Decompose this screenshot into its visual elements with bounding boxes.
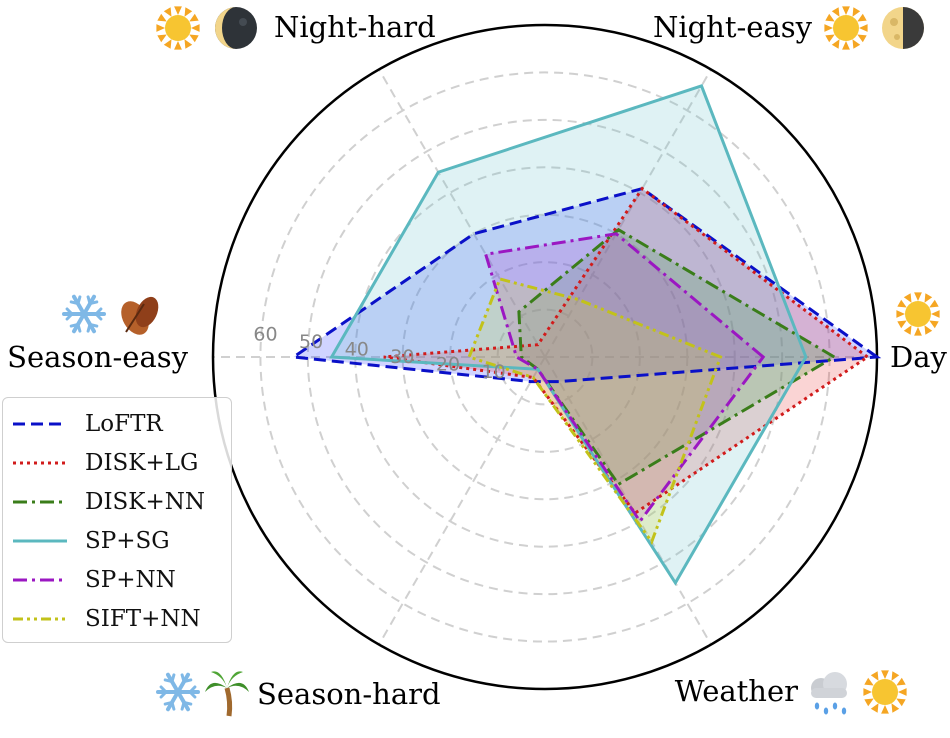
legend-label: SP+SG [85, 527, 170, 554]
snowflake-icon [156, 672, 200, 712]
axis-label-night-easy: Night-easy [653, 10, 813, 44]
legend: LoFTR DISK+LG DISK+NN SP+SG SP+NN SIFT+NN [2, 397, 232, 643]
series-line-disk-lg [383, 186, 871, 516]
series-area-disk-nn [518, 229, 835, 485]
radial-tick-label: 30 [390, 346, 414, 368]
radial-grid [211, 23, 879, 691]
radial-tick-labels: 10 20 30 40 50 60 [253, 324, 505, 383]
series-area-disk-lg [383, 188, 868, 514]
palm-tree-icon [205, 671, 249, 717]
autumn-leaves-icon [121, 296, 159, 335]
legend-label: DISK+NN [85, 488, 205, 515]
series-lines [289, 84, 882, 586]
grid-circle [354, 166, 736, 548]
legend-label: LoFTR [85, 410, 163, 437]
legend-label: SP+NN [85, 566, 176, 593]
legend-item-disk-lg: DISK+LG [11, 443, 223, 482]
grid-spoke [378, 356, 546, 646]
grid-spoke [544, 68, 712, 358]
axis-icons [62, 6, 940, 717]
sun-icon [863, 670, 907, 714]
legend-swatch-sp-nn [13, 578, 67, 581]
legend-label: SIFT+NN [85, 605, 201, 632]
grid-circle [259, 71, 831, 643]
snowflake-icon [62, 294, 106, 334]
series-fills [293, 85, 878, 583]
axis-label-season-hard: Season-hard [257, 677, 441, 711]
legend-item-disk-nn: DISK+NN [11, 482, 223, 521]
axis-label-season-easy: Season-easy [7, 340, 188, 374]
series-line-disk-nn [517, 227, 838, 487]
legend-swatch-sp-sg [13, 539, 67, 542]
radial-tick-label: 60 [253, 324, 277, 346]
series-area-sift-nn [469, 279, 721, 542]
axis-labels: Day Night-easy Night-hard Season-easy Season… [7, 10, 947, 711]
series-line-sp-sg [329, 84, 808, 586]
grid-spoke [378, 68, 546, 358]
series-area-loftr [293, 188, 878, 382]
sun-icon [156, 6, 200, 50]
axis-label-weather: Weather [675, 674, 798, 708]
series-line-sift-nn [467, 277, 723, 545]
half-moon-icon [882, 7, 924, 49]
legend-item-loftr: LoFTR [11, 404, 223, 443]
radial-tick-label: 40 [345, 339, 369, 361]
rain-cloud-icon [811, 672, 847, 715]
legend-item-sp-sg: SP+SG [11, 521, 223, 560]
sun-icon [896, 292, 940, 336]
series-area-sp-sg [331, 85, 806, 583]
legend-item-sift-nn: SIFT+NN [11, 599, 223, 638]
axis-label-night-hard: Night-hard [274, 10, 436, 44]
radial-tick-label: 50 [299, 331, 323, 353]
legend-item-sp-nn: SP+NN [11, 560, 223, 599]
legend-swatch-disk-nn [13, 500, 67, 503]
legend-swatch-disk-lg [13, 461, 67, 464]
legend-swatch-loftr [13, 422, 67, 425]
legend-swatch-sift-nn [13, 617, 67, 620]
dark-moon-icon [215, 7, 257, 49]
radial-tick-label: 20 [436, 353, 460, 375]
grid-circle [306, 118, 784, 596]
axis-label-day: Day [890, 340, 948, 374]
grid-spoke [544, 356, 712, 646]
series-line-sp-nn [483, 232, 766, 524]
legend-label: DISK+LG [85, 449, 199, 476]
sun-icon [824, 6, 868, 50]
radial-tick-label: 10 [482, 361, 506, 383]
